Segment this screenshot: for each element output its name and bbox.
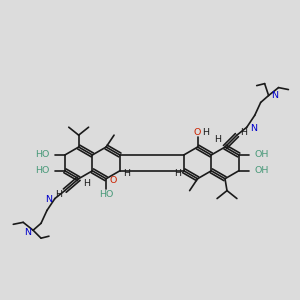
Text: N: N (272, 91, 279, 100)
Text: H: H (240, 128, 247, 137)
Text: H: H (214, 135, 221, 144)
Text: N: N (45, 195, 52, 204)
Text: O: O (194, 128, 201, 137)
Text: N: N (24, 228, 31, 237)
Text: H: H (55, 190, 62, 199)
Text: H: H (174, 169, 181, 178)
Text: N: N (250, 124, 257, 133)
Text: H: H (123, 169, 130, 178)
Text: H: H (84, 179, 91, 188)
Text: HO: HO (35, 166, 49, 175)
Text: HO: HO (99, 190, 113, 199)
Text: H: H (202, 128, 209, 137)
Text: OH: OH (255, 166, 269, 175)
Text: O: O (109, 176, 116, 185)
Text: OH: OH (255, 151, 269, 160)
Text: HO: HO (35, 151, 49, 160)
